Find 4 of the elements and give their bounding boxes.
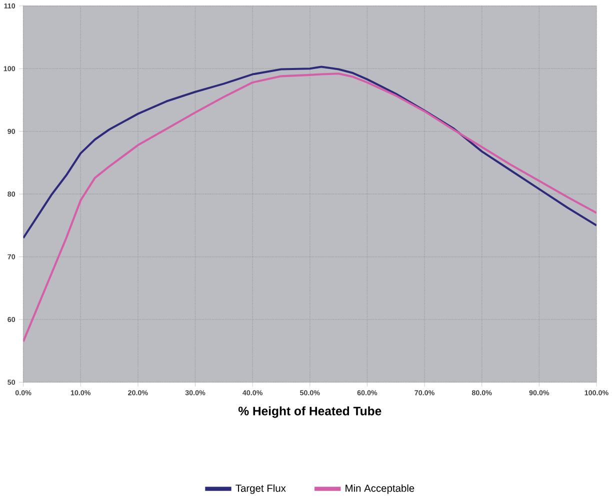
x-axis-title: % Height of Heated Tube bbox=[238, 406, 382, 418]
line-series bbox=[23, 66, 596, 239]
legend-label: Min Acceptable bbox=[346, 484, 414, 494]
legend-label: Target Flux bbox=[236, 484, 286, 494]
